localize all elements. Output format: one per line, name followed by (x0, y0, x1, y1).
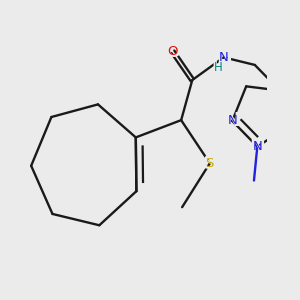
Text: methyl: methyl (261, 176, 299, 185)
Text: N: N (227, 115, 237, 128)
Text: N: N (216, 48, 232, 67)
Text: N: N (219, 51, 229, 64)
Text: S: S (203, 154, 217, 173)
Text: S: S (206, 157, 214, 170)
Text: H: H (211, 58, 226, 76)
Text: O: O (168, 45, 178, 58)
Text: H: H (214, 61, 223, 74)
Text: N: N (249, 137, 265, 156)
Text: N: N (252, 140, 262, 153)
Text: N: N (224, 112, 240, 130)
Text: O: O (165, 42, 181, 61)
